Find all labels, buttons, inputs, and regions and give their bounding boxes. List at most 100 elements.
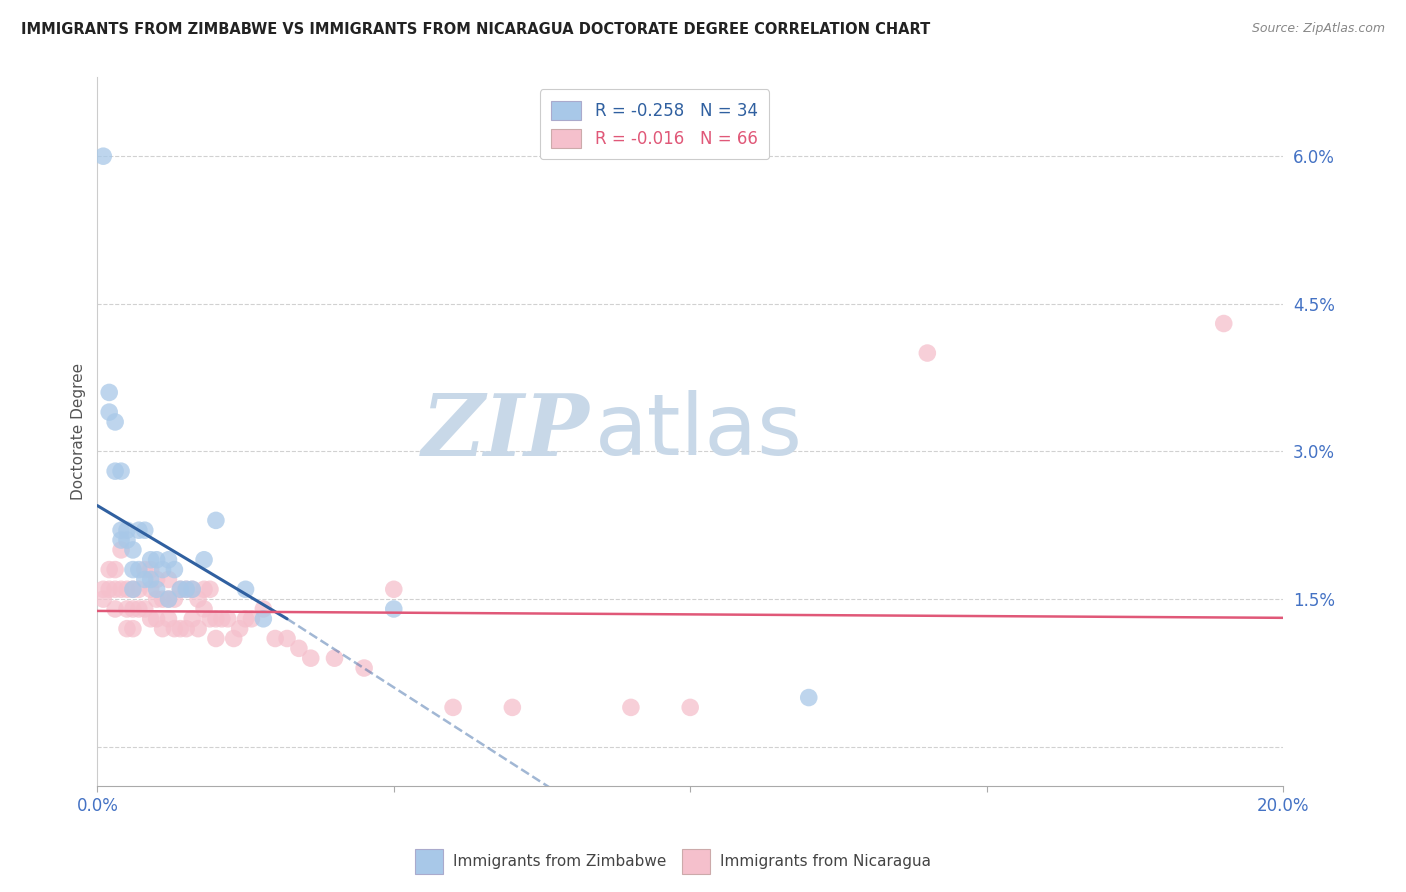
Point: [187, 622, 209, 636]
Point: [122, 582, 145, 597]
Point: [169, 582, 191, 597]
Point: [228, 622, 250, 636]
Point: [115, 602, 138, 616]
Point: [193, 582, 215, 597]
Point: [145, 582, 167, 597]
Point: [134, 602, 156, 616]
Point: [110, 582, 132, 597]
Point: [139, 563, 162, 577]
Point: [145, 612, 167, 626]
Point: [157, 592, 180, 607]
Text: ZIP: ZIP: [422, 390, 589, 474]
Point: [252, 612, 274, 626]
Point: [163, 622, 186, 636]
Point: [98, 563, 121, 577]
Point: [134, 523, 156, 537]
Point: [276, 632, 298, 646]
Point: [115, 582, 138, 597]
Point: [163, 563, 186, 577]
Point: [98, 582, 121, 597]
Point: [264, 632, 287, 646]
Point: [198, 612, 221, 626]
Point: [441, 700, 464, 714]
Point: [198, 582, 221, 597]
Point: [917, 346, 939, 360]
Point: [139, 573, 162, 587]
Point: [240, 612, 263, 626]
Point: [288, 641, 311, 656]
Point: [128, 602, 150, 616]
Point: [163, 592, 186, 607]
Point: [139, 612, 162, 626]
Point: [205, 632, 228, 646]
Point: [174, 582, 197, 597]
Point: [128, 523, 150, 537]
Point: [145, 592, 167, 607]
Point: [145, 573, 167, 587]
Point: [152, 563, 174, 577]
Point: [181, 582, 204, 597]
Text: atlas: atlas: [595, 391, 803, 474]
Point: [134, 563, 156, 577]
Point: [235, 612, 257, 626]
Point: [104, 464, 127, 478]
Point: [299, 651, 322, 665]
Point: [128, 563, 150, 577]
Point: [104, 563, 127, 577]
Point: [501, 700, 523, 714]
Point: [211, 612, 233, 626]
Text: IMMIGRANTS FROM ZIMBABWE VS IMMIGRANTS FROM NICARAGUA DOCTORATE DEGREE CORRELATI: IMMIGRANTS FROM ZIMBABWE VS IMMIGRANTS F…: [21, 22, 931, 37]
Point: [1212, 317, 1234, 331]
Point: [110, 523, 132, 537]
Point: [104, 602, 127, 616]
Point: [91, 149, 114, 163]
Point: [169, 622, 191, 636]
Point: [620, 700, 643, 714]
Point: [104, 582, 127, 597]
Point: [157, 573, 180, 587]
Point: [122, 602, 145, 616]
Point: [181, 612, 204, 626]
Point: [122, 582, 145, 597]
Point: [110, 533, 132, 547]
Point: [115, 523, 138, 537]
Point: [98, 385, 121, 400]
Point: [323, 651, 346, 665]
Point: [152, 622, 174, 636]
Point: [91, 592, 114, 607]
Point: [217, 612, 239, 626]
Text: Immigrants from Nicaragua: Immigrants from Nicaragua: [720, 855, 931, 869]
Point: [797, 690, 820, 705]
Point: [122, 563, 145, 577]
Point: [157, 553, 180, 567]
Point: [193, 602, 215, 616]
Point: [353, 661, 375, 675]
Point: [110, 464, 132, 478]
Point: [115, 622, 138, 636]
Text: Immigrants from Zimbabwe: Immigrants from Zimbabwe: [453, 855, 666, 869]
Point: [174, 622, 197, 636]
Legend: R = -0.258   N = 34, R = -0.016   N = 66: R = -0.258 N = 34, R = -0.016 N = 66: [540, 89, 769, 160]
Point: [187, 592, 209, 607]
Point: [128, 582, 150, 597]
Point: [145, 553, 167, 567]
Point: [139, 582, 162, 597]
Point: [122, 542, 145, 557]
Point: [91, 582, 114, 597]
Point: [134, 573, 156, 587]
Point: [110, 542, 132, 557]
Point: [98, 405, 121, 419]
Point: [382, 582, 405, 597]
Point: [115, 533, 138, 547]
Point: [174, 582, 197, 597]
Point: [139, 553, 162, 567]
Point: [157, 612, 180, 626]
Y-axis label: Doctorate Degree: Doctorate Degree: [72, 363, 86, 500]
Point: [104, 415, 127, 429]
Point: [222, 632, 245, 646]
Point: [679, 700, 702, 714]
Point: [152, 592, 174, 607]
Text: Source: ZipAtlas.com: Source: ZipAtlas.com: [1251, 22, 1385, 36]
Point: [382, 602, 405, 616]
Point: [205, 612, 228, 626]
